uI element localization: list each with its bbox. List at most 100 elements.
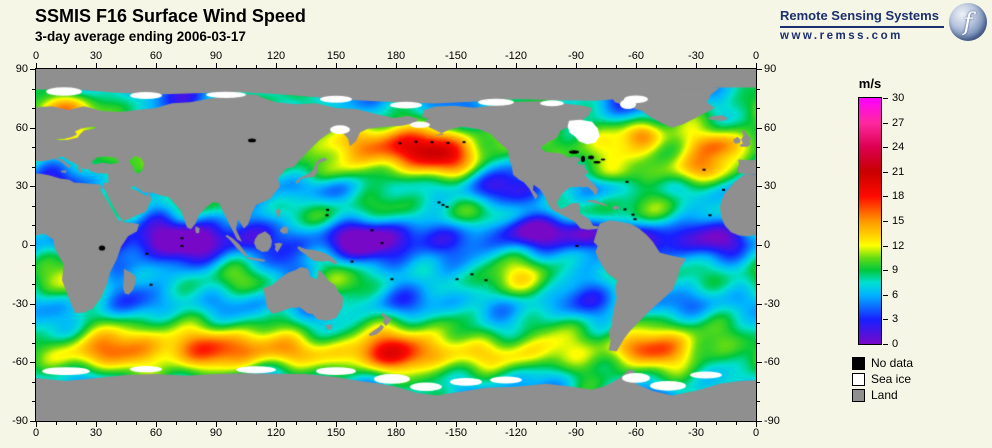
lon-tick-bottom [296, 422, 297, 425]
lon-tick-top [756, 63, 757, 68]
lon-tick-top [516, 63, 517, 68]
lon-tick-label-bottom: -150 [444, 427, 468, 439]
colorbar-tick-label: 6 [892, 288, 899, 301]
brand-block: Remote Sensing Systems www.remss.com [780, 8, 944, 42]
lat-tick-label-right: 90 [764, 63, 777, 75]
lon-tick-bottom [736, 422, 737, 425]
colorbar-tick-label: 21 [892, 165, 905, 178]
colorbar-tick-label: 27 [892, 116, 905, 129]
lon-tick-top [676, 65, 677, 68]
lon-tick-label-bottom: 90 [209, 427, 223, 439]
lon-tick-bottom [756, 422, 757, 427]
lon-tick-top [156, 63, 157, 68]
lon-tick-bottom [276, 422, 277, 427]
colorbar-tick-label: 18 [892, 190, 905, 203]
lon-tick-top [356, 65, 357, 68]
lon-tick-bottom [176, 422, 177, 425]
lon-tick-label-top: 150 [326, 50, 346, 62]
colorbar-tick-label: 30 [892, 92, 905, 104]
lat-tick-right [757, 342, 760, 344]
lon-tick-label-bottom: -60 [628, 427, 644, 439]
legend-item: Sea ice [852, 372, 911, 386]
lon-tick-bottom [456, 422, 457, 427]
lon-tick-bottom [616, 422, 617, 425]
lon-tick-top [236, 65, 237, 68]
lat-tick-left [30, 186, 35, 188]
lat-tick-left [30, 362, 35, 364]
lon-tick-bottom [336, 422, 337, 427]
colorbar-tick-mark [883, 147, 888, 149]
lon-tick-label-top: 120 [266, 50, 286, 62]
lon-tick-bottom [316, 422, 317, 425]
lon-tick-label-top: 60 [149, 50, 163, 62]
lat-tick-left [32, 147, 35, 149]
lon-tick-bottom [676, 422, 677, 425]
lon-tick-top [116, 65, 117, 68]
lon-tick-bottom [636, 422, 637, 427]
lon-tick-bottom [156, 422, 157, 427]
lat-tick-left [32, 225, 35, 227]
lat-tick-left [32, 264, 35, 266]
colorbar-tick-mark [883, 294, 888, 296]
lat-tick-label-left: 90 [15, 63, 28, 75]
brand-url: www.remss.com [780, 30, 903, 42]
lon-tick-label-top: 180 [386, 50, 406, 62]
lat-tick-right [757, 303, 762, 305]
lon-tick-label-top: 0 [32, 50, 40, 62]
lon-tick-bottom [36, 422, 37, 427]
legend-item: No data [852, 356, 913, 370]
lat-tick-left [32, 342, 35, 344]
legend-swatch [852, 372, 865, 386]
lon-tick-bottom [396, 422, 397, 427]
lat-tick-left [30, 127, 35, 129]
colorbar-tick-mark [883, 122, 888, 124]
colorbar-tick-mark [883, 171, 888, 173]
colorbar-tick-label: 24 [892, 141, 905, 154]
legend-label: Sea ice [871, 371, 912, 386]
lon-tick-bottom [476, 422, 477, 425]
colorbar-tick-mark [883, 270, 888, 272]
lon-tick-bottom [716, 422, 717, 425]
lon-tick-label-bottom: 60 [149, 427, 163, 439]
lon-tick-label-bottom: -120 [504, 427, 528, 439]
lon-tick-label-bottom: 180 [386, 427, 406, 439]
lon-tick-label-top: 0 [752, 50, 760, 62]
lon-tick-label-bottom: 30 [89, 427, 103, 439]
lat-tick-right [757, 245, 762, 246]
lon-tick-top [256, 65, 257, 68]
lat-tick-label-right: 0 [764, 239, 771, 251]
colorbar-tick-label: 9 [892, 264, 899, 277]
lat-tick-label-right: -90 [764, 415, 780, 427]
colorbar-tick-label: 15 [892, 215, 905, 227]
lon-tick-bottom [656, 422, 657, 425]
lon-tick-top [416, 65, 417, 68]
lat-tick-left [30, 303, 35, 305]
lon-tick-label-bottom: 0 [752, 427, 760, 439]
brand-name: Remote Sensing Systems [780, 8, 939, 23]
lon-tick-label-bottom: 150 [326, 427, 346, 439]
lon-tick-bottom [76, 422, 77, 425]
lon-tick-bottom [436, 422, 437, 425]
lon-tick-bottom [356, 422, 357, 425]
lon-tick-bottom [496, 422, 497, 425]
lat-tick-left [30, 69, 35, 70]
lon-tick-top [656, 65, 657, 68]
lat-tick-right [757, 69, 762, 70]
lon-tick-top [196, 65, 197, 68]
lat-tick-label-left: -60 [12, 356, 28, 369]
colorbar-tick-mark [883, 196, 888, 198]
lat-tick-label-left: -90 [12, 415, 28, 427]
colorbar-tick-label: 3 [892, 313, 899, 326]
lon-tick-bottom [556, 422, 557, 425]
lon-tick-label-top: 30 [89, 50, 103, 62]
colorbar-unit: m/s [858, 76, 882, 91]
lat-tick-label-right: 30 [764, 180, 777, 193]
lat-tick-right [757, 401, 760, 403]
lon-tick-bottom [236, 422, 237, 425]
lat-tick-right [757, 108, 760, 110]
lat-tick-label-left: 0 [21, 239, 28, 251]
lat-tick-right [757, 166, 760, 168]
lon-tick-top [456, 63, 457, 68]
wind-speed-map-canvas [36, 69, 756, 421]
colorbar-tick-mark [883, 245, 888, 247]
